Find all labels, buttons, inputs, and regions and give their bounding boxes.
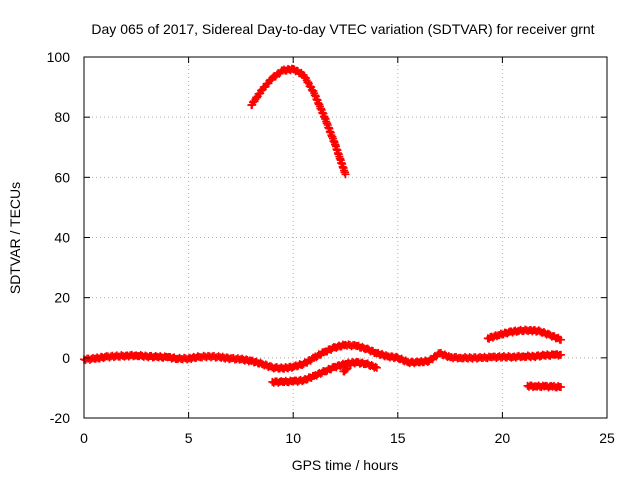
y-tick-label: 0 (62, 350, 70, 366)
series-lower-arc (268, 358, 381, 387)
x-tick-label: 0 (80, 430, 88, 446)
y-tick-label: 20 (54, 290, 70, 306)
y-axis-label: SDTVAR / TECUs (7, 182, 23, 294)
series-upper-late-arc (483, 325, 565, 344)
x-tick-label: 10 (285, 430, 301, 446)
y-tick-label: 60 (54, 169, 70, 185)
chart-title: Day 065 of 2017, Sidereal Day-to-day VTE… (91, 21, 594, 37)
series-bottom-late-segment (523, 381, 565, 392)
x-tick-label: 15 (390, 430, 406, 446)
series-short-segment-125h (339, 364, 352, 376)
y-tick-label: 80 (54, 109, 70, 125)
x-tick-label: 5 (185, 430, 193, 446)
axis-ticks: 0 5 10 15 20 25 -20 0 20 40 60 80 100 (47, 49, 615, 446)
y-tick-label: 100 (47, 49, 71, 65)
series-high-arc (247, 64, 350, 179)
y-tick-label: -20 (50, 410, 70, 426)
x-axis-label: GPS time / hours (292, 457, 399, 473)
series-main-baseline (80, 340, 565, 373)
y-tick-label: 40 (54, 230, 70, 246)
data-marks (80, 64, 565, 392)
x-tick-label: 25 (599, 430, 615, 446)
x-tick-label: 20 (495, 430, 511, 446)
